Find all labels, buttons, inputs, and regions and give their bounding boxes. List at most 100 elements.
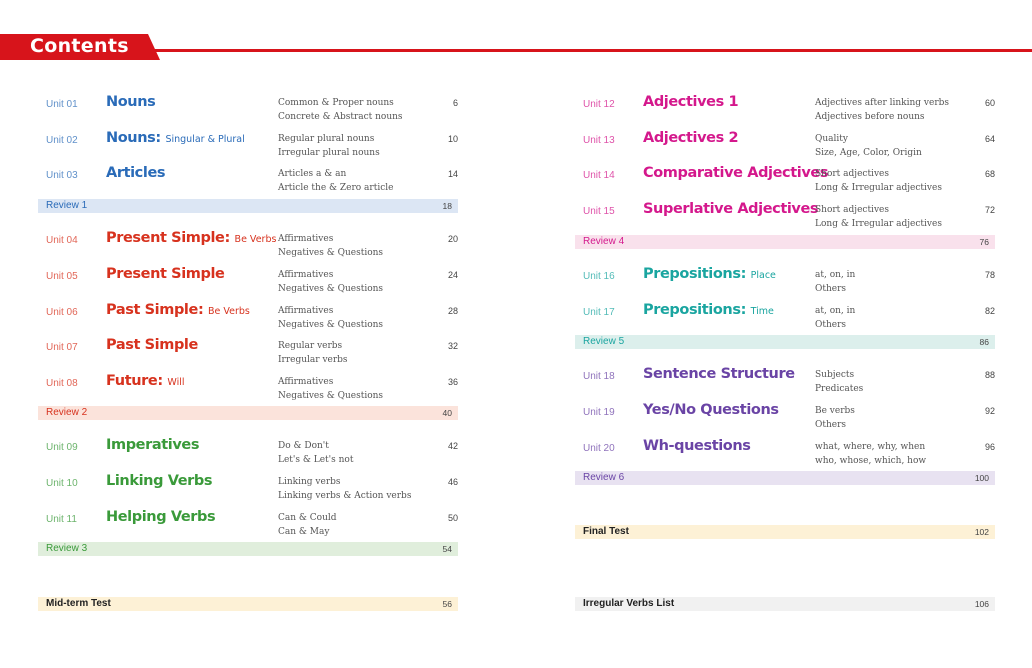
unit-title: Sentence Structure bbox=[643, 366, 795, 382]
description-line: Articles a & an bbox=[278, 169, 347, 179]
description-line: Affirmatives bbox=[278, 234, 334, 244]
description-line: Linking verbs bbox=[278, 477, 341, 487]
unit-number: Unit 06 bbox=[46, 307, 78, 318]
review-page: 100 bbox=[974, 473, 989, 483]
unit-title-main: Prepositions: bbox=[643, 302, 746, 318]
unit-title-sub: Will bbox=[167, 377, 185, 388]
description-line: Others bbox=[815, 420, 847, 430]
irregular-verbs-band-page: 106 bbox=[974, 599, 989, 609]
final-test-band-page: 102 bbox=[974, 527, 989, 537]
unit-title: Articles bbox=[106, 165, 166, 181]
unit-description: Articles a & an Article the & Zero articl… bbox=[278, 167, 393, 195]
header-tab bbox=[0, 34, 160, 60]
description-line: Adjectives after linking verbs bbox=[815, 98, 950, 108]
unit-number: Unit 01 bbox=[46, 99, 78, 110]
page-number: 32 bbox=[447, 341, 458, 351]
unit-title-main: Superlative Adjectives bbox=[643, 201, 819, 217]
unit-description: Regular plural nouns Irregular plural nou… bbox=[278, 132, 380, 160]
unit-row: Unit 05 Present Simple Affirmatives Negativ… bbox=[38, 266, 458, 300]
page-number: 96 bbox=[984, 442, 995, 452]
review-page: 76 bbox=[979, 237, 989, 247]
unit-row: Unit 08 Future: Will Affirmatives Negatives… bbox=[38, 373, 458, 407]
unit-row: Unit 16 Prepositions: Place at, on, in Othe… bbox=[575, 266, 995, 300]
review-label: Review 4 bbox=[583, 236, 625, 247]
description-line: Predicates bbox=[815, 384, 864, 394]
description-line: what, where, why, when bbox=[815, 442, 926, 452]
unit-number: Unit 09 bbox=[46, 442, 78, 453]
description-line: Can & Could bbox=[278, 513, 337, 523]
unit-title: Adjectives 2 bbox=[643, 130, 739, 146]
review-label: Review 3 bbox=[46, 543, 88, 554]
description-line: Long & Irregular adjectives bbox=[815, 219, 942, 229]
page-title: Contents bbox=[30, 35, 129, 57]
final-test-band: Final Test 102 bbox=[575, 525, 995, 539]
mid-term-test-band: Mid-term Test 56 bbox=[38, 597, 458, 611]
unit-title-main: Sentence Structure bbox=[643, 366, 795, 382]
page-number: 28 bbox=[447, 306, 458, 316]
page-number: 6 bbox=[452, 98, 458, 108]
page-number: 20 bbox=[447, 234, 458, 244]
unit-row: Unit 14 Comparative Adjectives Short adjec… bbox=[575, 165, 995, 199]
unit-number: Unit 20 bbox=[583, 443, 615, 454]
unit-title-main: Linking Verbs bbox=[106, 473, 213, 489]
description-line: Common & Proper nouns bbox=[278, 98, 394, 108]
page-number: 50 bbox=[447, 513, 458, 523]
unit-description: at, on, in Others bbox=[815, 304, 855, 332]
description-line: Regular verbs bbox=[278, 341, 343, 351]
page-number: 24 bbox=[447, 270, 458, 280]
review-label: Review 5 bbox=[583, 336, 625, 347]
unit-number: Unit 04 bbox=[46, 235, 78, 246]
unit-title: Nouns bbox=[106, 94, 156, 110]
unit-title-main: Yes/No Questions bbox=[643, 402, 779, 418]
unit-row: Unit 04 Present Simple: Be Verbs Affirmati… bbox=[38, 230, 458, 264]
unit-description: Subjects Predicates bbox=[815, 368, 863, 396]
unit-number: Unit 08 bbox=[46, 378, 78, 389]
review-label: Review 6 bbox=[583, 472, 625, 483]
review-label: Review 1 bbox=[46, 200, 88, 211]
irregular-verbs-band-label: Irregular Verbs List bbox=[583, 598, 675, 609]
unit-description: Affirmatives Negatives & Questions bbox=[278, 304, 383, 332]
description-line: Size, Age, Color, Origin bbox=[815, 148, 922, 158]
description-line: at, on, in bbox=[815, 270, 856, 280]
unit-row: Unit 12 Adjectives 1 Adjectives after link… bbox=[575, 94, 995, 128]
unit-title: Present Simple bbox=[106, 266, 225, 282]
page-number: 68 bbox=[984, 169, 995, 179]
unit-row: Unit 19 Yes/No Questions Be verbs Others 92 bbox=[575, 402, 995, 436]
unit-title-main: Adjectives 2 bbox=[643, 130, 739, 146]
description-line: Others bbox=[815, 320, 847, 330]
unit-title: Adjectives 1 bbox=[643, 94, 739, 110]
unit-number: Unit 11 bbox=[46, 514, 77, 525]
unit-row: Unit 20 Wh-questions what, where, why, whe… bbox=[575, 438, 995, 472]
description-line: Let's & Let's not bbox=[278, 455, 354, 465]
description-line: Negatives & Questions bbox=[278, 248, 384, 258]
unit-title-main: Past Simple: bbox=[106, 302, 204, 318]
unit-number: Unit 03 bbox=[46, 170, 78, 181]
description-line: Others bbox=[815, 284, 847, 294]
unit-title: Prepositions: Place bbox=[643, 266, 776, 282]
unit-title-main: Nouns bbox=[106, 94, 156, 110]
page-number: 60 bbox=[984, 98, 995, 108]
unit-title-sub: Place bbox=[750, 270, 776, 281]
unit-title-sub: Time bbox=[750, 306, 774, 317]
description-line: Negatives & Questions bbox=[278, 284, 384, 294]
page-number: 14 bbox=[447, 169, 458, 179]
review-page: 40 bbox=[442, 408, 452, 418]
description-line: Article the & Zero article bbox=[278, 183, 394, 193]
description-line: Irregular plural nouns bbox=[278, 148, 380, 158]
unit-description: Linking verbs Linking verbs & Action verb… bbox=[278, 475, 411, 503]
page-number: 88 bbox=[984, 370, 995, 380]
review-band: Review 3 54 bbox=[38, 542, 458, 556]
unit-title: Nouns: Singular & Plural bbox=[106, 130, 245, 146]
final-test-band-label: Final Test bbox=[583, 526, 629, 537]
unit-description: Do & Don't Let's & Let's not bbox=[278, 439, 353, 467]
review-band: Review 1 18 bbox=[38, 199, 458, 213]
unit-row: Unit 03 Articles Articles a & an Article th… bbox=[38, 165, 458, 199]
unit-description: Regular verbs Irregular verbs bbox=[278, 339, 348, 367]
unit-number: Unit 14 bbox=[583, 170, 615, 181]
unit-number: Unit 15 bbox=[583, 206, 615, 217]
description-line: Linking verbs & Action verbs bbox=[278, 491, 412, 501]
review-band: Review 5 86 bbox=[575, 335, 995, 349]
unit-title: Linking Verbs bbox=[106, 473, 213, 489]
mid-term-test-band-page: 56 bbox=[442, 599, 452, 609]
description-line: Long & Irregular adjectives bbox=[815, 183, 942, 193]
